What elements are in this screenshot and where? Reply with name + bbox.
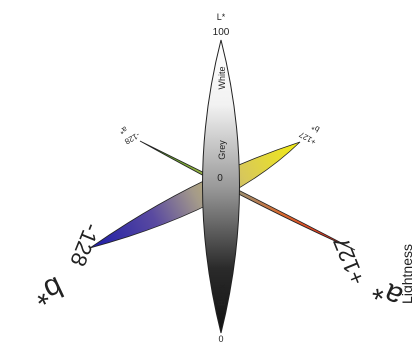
a-axis-pos-label: +127 [328, 233, 370, 288]
b-axis-name-lower-left: b* [28, 270, 68, 312]
a-axis-name-small: a* [118, 124, 129, 136]
l-axis-min-label: 0 [218, 334, 223, 342]
b-axis-lens [89, 141, 301, 249]
a-axis-lens [139, 140, 356, 251]
lightness-title: Lightness [399, 244, 412, 304]
grey-label: Grey [217, 140, 227, 160]
l-axis-max-label: 100 [213, 27, 230, 38]
l-axis-lens [202, 39, 240, 334]
white-label: White [217, 66, 227, 89]
black-label: Black [217, 284, 227, 307]
l-axis-name: L* [217, 12, 226, 22]
center-zero-label: 0 [217, 173, 223, 184]
b-axis-neg-label: -128 [65, 220, 105, 270]
b-axis-name-small: b* [310, 122, 321, 134]
